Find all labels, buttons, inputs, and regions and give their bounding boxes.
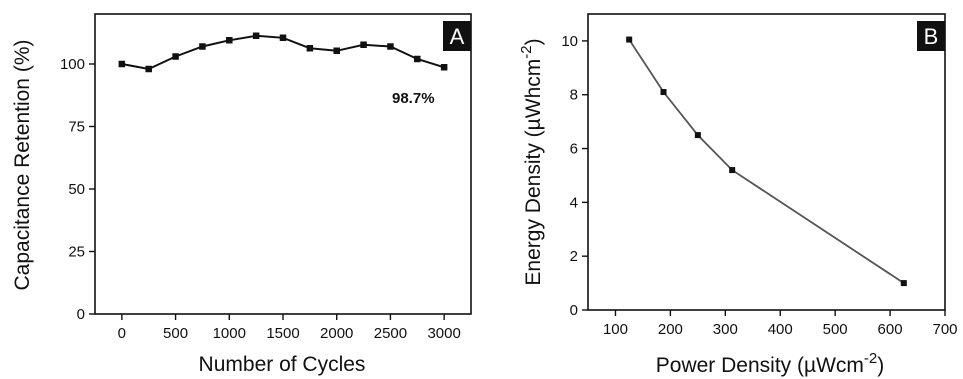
panel-a-y-tick-label: 0 (77, 306, 85, 323)
panel-b-data-point (900, 280, 907, 287)
panel-a: A 0 500 1000 1500 2000 2500 3000 0 25 50 75 100 98… (11, 13, 472, 376)
panel-b-y-tick-label: 4 (570, 194, 578, 211)
panel-b-x-tick-label: 400 (768, 321, 793, 338)
panel-a-annotation: 98.7% (392, 90, 435, 107)
panel-a-x-axis-title: Number of Cycles (199, 353, 366, 376)
panel-a-data-point (172, 53, 179, 60)
panel-a-data-point (252, 32, 260, 39)
panel-b-data-point (660, 89, 667, 96)
panel-b-y-tick-label: 6 (570, 141, 578, 158)
panel-a-data-point (279, 34, 287, 41)
panel-b-x-ticks: 100 200 300 400 500 600 700 (603, 310, 958, 338)
panel-a-x-tick-label: 500 (163, 325, 188, 342)
panel-a-label-box (443, 21, 471, 51)
panel-b-y-ticks: 0 2 4 6 8 10 (561, 33, 588, 319)
panel-a-x-ticks: 0 500 1000 1500 2000 2500 3000 (118, 314, 461, 342)
panel-b-x-axis-title-close: ) (877, 354, 884, 377)
panel-a-y-tick-label: 25 (68, 244, 85, 261)
panel-b-x-tick-label: 200 (658, 321, 683, 338)
panel-b-x-tick-label: 300 (713, 321, 738, 338)
panel-b-x-axis-title-main: Power Density (µWcm (656, 354, 864, 377)
panel-a-data-point (414, 55, 421, 63)
panel-b-y-axis-title-close: ) (522, 38, 545, 45)
panel-a-data-point (360, 41, 367, 48)
panel-b-x-axis-title: Power Density (µWcm-2) (656, 350, 884, 377)
panel-a-label: A (450, 24, 465, 49)
panel-a-data-point (333, 47, 340, 54)
panel-b: B 100 200 300 400 500 600 700 0 2 4 6 8 10 Power De… (518, 13, 958, 377)
panel-a-data-point (387, 43, 394, 50)
panel-a-data-point (145, 65, 152, 73)
panel-a-x-tick-label: 1000 (213, 325, 246, 342)
panel-b-x-tick-label: 600 (878, 321, 903, 338)
panel-a-y-tick-label: 100 (60, 56, 85, 73)
panel-a-data-point (226, 37, 233, 44)
panel-a-y-ticks: 0 25 50 75 100 (60, 56, 95, 323)
panel-b-series (626, 36, 907, 287)
panel-b-label-box (917, 21, 945, 51)
panel-b-y-axis-title: Energy Density (µWhcm-2) (518, 38, 545, 285)
panel-b-y-axis-title-sup: -2 (518, 45, 535, 58)
panel-b-y-tick-label: 0 (570, 302, 578, 319)
panel-a-x-tick-label: 1500 (266, 325, 299, 342)
panel-a-y-axis-title: Capacitance Retention (%) (11, 40, 34, 291)
panel-b-series-line (628, 39, 905, 284)
panel-a-series (118, 32, 448, 73)
panel-b-y-tick-label: 2 (570, 248, 578, 265)
panel-a-x-tick-label: 3000 (427, 325, 460, 342)
panel-b-plot-frame (587, 13, 946, 311)
panel-a-y-tick-label: 50 (68, 181, 85, 198)
panel-a-data-point (199, 43, 206, 50)
panel-b-data-point (626, 36, 633, 43)
panel-b-data-point (694, 132, 701, 139)
panel-b-x-axis-title-sup: -2 (864, 350, 877, 367)
panel-a-y-tick-label: 75 (68, 119, 85, 136)
panel-b-y-axis-title-main: Energy Density (µWhcm (522, 59, 545, 286)
panel-a-x-tick-label: 0 (118, 325, 126, 342)
panel-a-data-point (118, 60, 126, 68)
panel-b-y-tick-label: 10 (561, 33, 578, 50)
panel-b-label: B (924, 24, 939, 49)
panel-b-x-tick-label: 500 (823, 321, 848, 338)
panel-a-data-point (440, 64, 448, 71)
panel-b-data-point (729, 167, 736, 174)
panel-a-x-tick-label: 2500 (374, 325, 407, 342)
panel-a-data-point (306, 45, 314, 52)
panel-b-x-tick-label: 700 (932, 321, 957, 338)
panel-b-y-tick-label: 8 (570, 87, 578, 104)
panel-b-x-tick-label: 100 (603, 321, 628, 338)
panel-a-x-tick-label: 2000 (320, 325, 353, 342)
